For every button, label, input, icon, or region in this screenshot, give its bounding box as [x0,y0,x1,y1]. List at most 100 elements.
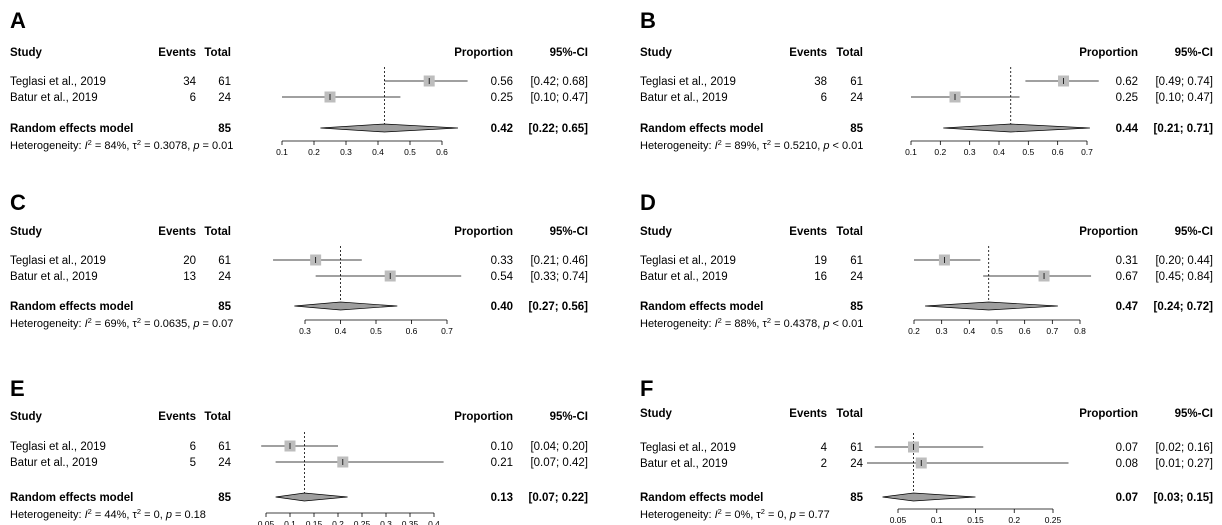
header-proportion: Proportion [454,411,513,423]
header-events: Events [789,408,827,420]
study-total: 61 [218,441,231,453]
pooled-diamond [882,492,976,502]
study-name: Batur et al., 2019 [10,92,98,104]
x-axis-tick-label: 0.25 [1045,515,1062,525]
x-axis-tick-label: 0.1 [284,519,296,525]
study-ci: [0.04; 0.20] [530,441,588,453]
pooled-ci: [0.24; 0.72] [1154,301,1214,313]
header-ci: 95%-CI [1175,408,1213,420]
x-axis-tick-label: 0.8 [1074,326,1086,336]
x-axis-tick-label: 0.5 [370,326,382,336]
header-proportion: Proportion [1079,226,1138,238]
x-axis-tick-label: 0.6 [1019,326,1031,336]
panel-label: A [10,8,26,33]
x-axis-tick-label: 0.2 [934,147,946,157]
study-events: 13 [183,271,196,283]
heterogeneity-text: Heterogeneity: I2 = 88%, τ2 = 0.4378, p … [640,316,863,331]
header-events: Events [789,47,827,59]
x-axis-tick-label: 0.15 [967,515,984,525]
header-events: Events [158,47,196,59]
study-events: 19 [814,255,827,267]
heterogeneity-text: Heterogeneity: I2 = 89%, τ2 = 0.5210, p … [640,138,863,153]
panel-label: C [10,190,26,215]
pooled-total: 85 [218,123,231,135]
x-axis-tick-label: 0.15 [306,519,323,525]
header-study: Study [640,408,673,420]
header-proportion: Proportion [1079,408,1138,420]
header-total: Total [204,47,231,59]
header-total: Total [836,226,863,238]
study-proportion: 0.33 [491,255,513,267]
x-axis-tick-label: 0.5 [404,147,416,157]
x-axis-tick-label: 0.35 [402,519,419,525]
pooled-proportion: 0.13 [491,492,513,504]
study-proportion: 0.31 [1116,255,1138,267]
study-events: 6 [190,92,196,104]
study-proportion: 0.21 [491,457,513,469]
study-events: 2 [821,458,827,470]
x-axis-tick-label: 0.3 [380,519,392,525]
study-events: 4 [821,442,828,454]
header-events: Events [158,226,196,238]
pooled-ci: [0.07; 0.22] [529,492,589,504]
study-name: Batur et al., 2019 [640,92,728,104]
x-axis-tick-label: 0.2 [908,326,920,336]
pooled-diamond [294,301,398,311]
study-name: Teglasi et al., 2019 [640,255,736,267]
study-name: Batur et al., 2019 [640,458,728,470]
x-axis-tick-label: 0.6 [436,147,448,157]
study-proportion: 0.25 [1116,92,1138,104]
pooled-diamond [275,492,348,502]
study-total: 61 [850,442,863,454]
pooled-total: 85 [218,492,231,504]
x-axis-tick-label: 0.4 [993,147,1005,157]
study-total: 24 [850,271,863,283]
study-total: 61 [218,76,231,88]
pooled-proportion: 0.44 [1116,123,1139,135]
x-axis-tick-label: 0.2 [332,519,344,525]
x-axis-tick-label: 0.3 [936,326,948,336]
study-total: 24 [218,92,231,104]
x-axis-tick-label: 0.4 [428,519,440,525]
panel-label: F [640,376,653,401]
study-events: 20 [183,255,196,267]
study-proportion: 0.08 [1116,458,1138,470]
study-proportion: 0.67 [1116,271,1138,283]
study-proportion: 0.07 [1116,442,1138,454]
study-events: 34 [183,76,196,88]
study-proportion: 0.25 [491,92,513,104]
panel-label: D [640,190,656,215]
header-total: Total [204,411,231,423]
pooled-proportion: 0.07 [1116,492,1138,504]
forest-panel-b: B Study Events Total Proportion 95%-CI Teglasi… [640,8,1213,157]
x-axis-tick-label: 0.7 [1081,147,1093,157]
x-axis-tick-label: 0.3 [340,147,352,157]
forest-panel-e: E Study Events Total Proportion 95%-CI Teglasi… [10,376,588,525]
pooled-total: 85 [218,301,231,313]
x-axis-tick-label: 0.7 [441,326,453,336]
study-ci: [0.02; 0.16] [1155,442,1213,454]
panel-label: E [10,376,25,401]
study-total: 24 [850,92,863,104]
x-axis-tick-label: 0.6 [1052,147,1064,157]
pooled-diamond [320,123,459,133]
pooled-diamond [925,301,1058,311]
study-name: Teglasi et al., 2019 [640,442,736,454]
forest-panel-a: A Study Events Total Proportion 95%-CI Teglasi… [10,8,588,157]
pooled-ci: [0.27; 0.56] [529,301,589,313]
header-total: Total [836,47,863,59]
study-events: 5 [190,457,196,469]
pooled-total: 85 [850,301,863,313]
pooled-ci: [0.03; 0.15] [1154,492,1214,504]
study-ci: [0.45; 0.84] [1155,271,1213,283]
study-proportion: 0.54 [491,271,514,283]
pooled-label: Random effects model [10,123,133,135]
header-ci: 95%-CI [550,47,588,59]
header-proportion: Proportion [454,47,513,59]
header-study: Study [10,226,43,238]
study-proportion: 0.62 [1116,76,1138,88]
header-events: Events [158,411,196,423]
study-total: 24 [850,458,863,470]
x-axis-tick-label: 0.25 [354,519,371,525]
x-axis-tick-label: 0.4 [963,326,975,336]
